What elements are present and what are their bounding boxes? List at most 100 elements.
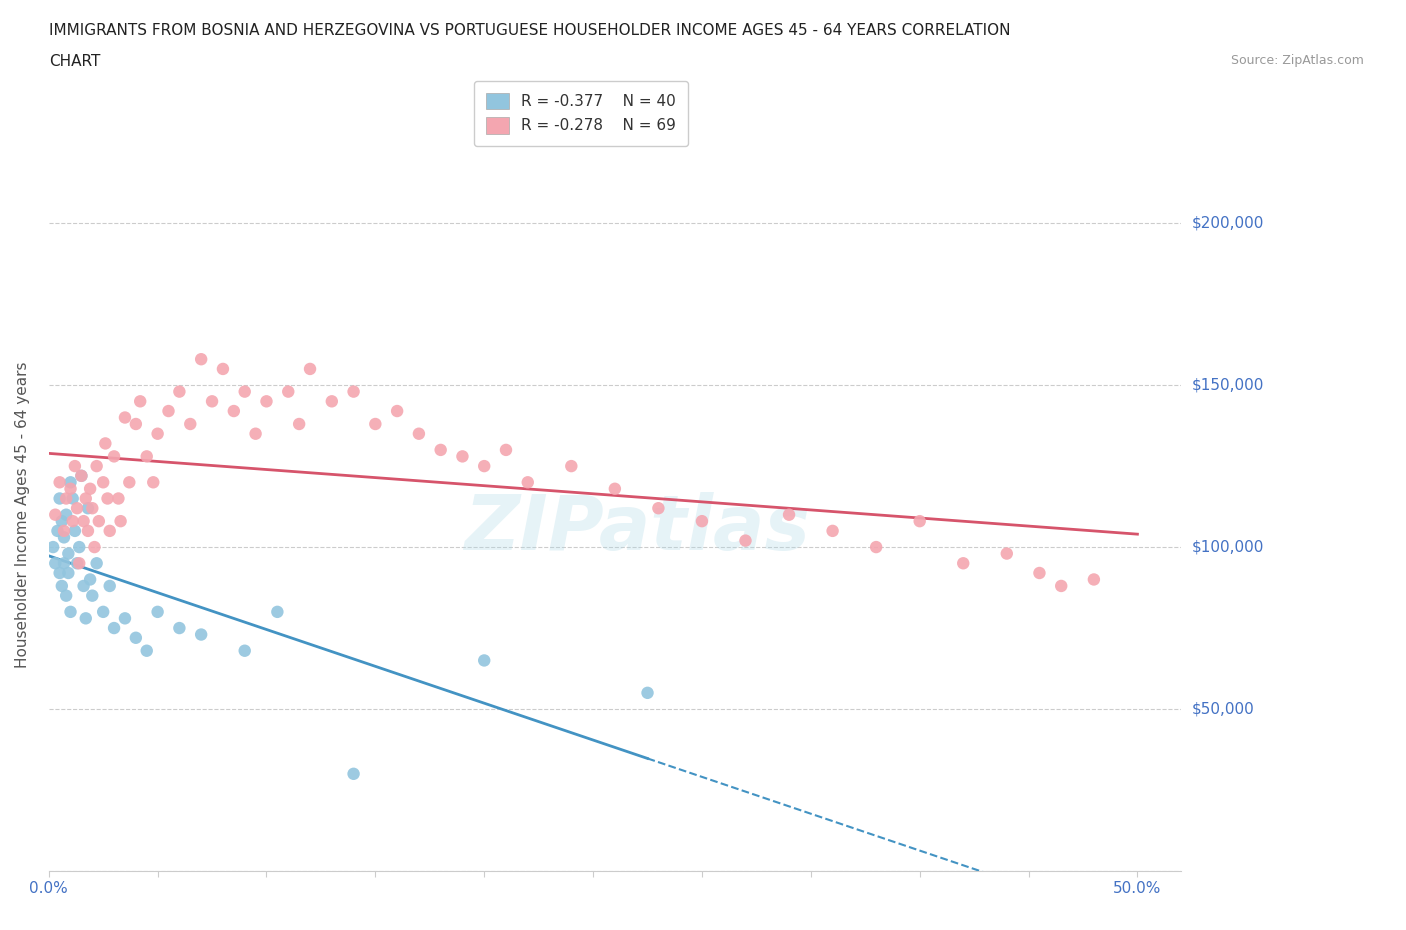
Point [190,627,212,642]
Point [58,565,80,580]
Point [472,458,495,473]
Point [778,507,800,522]
Point [86,458,108,473]
Point [48,475,70,490]
Text: $100,000: $100,000 [1192,539,1264,554]
Point [75,491,97,506]
Point [190,352,212,366]
Text: IMMIGRANTS FROM BOSNIA AND HERZEGOVINA VS PORTUGUESE HOUSEHOLDER INCOME AGES 45 : IMMIGRANTS FROM BOSNIA AND HERZEGOVINA V… [49,23,1011,38]
Point [48,565,70,580]
Point [53,530,76,545]
Point [59,475,82,490]
Point [58,546,80,561]
Point [995,546,1018,561]
Point [63,524,86,538]
Point [146,426,169,441]
Point [321,394,343,409]
Point [98,578,121,593]
Point [79,482,101,497]
Point [70,469,93,484]
Point [516,475,538,490]
Point [42,539,65,554]
Point [277,384,299,399]
Point [67,556,90,571]
Point [1083,572,1105,587]
Text: CHART: CHART [49,54,101,69]
Point [222,404,245,418]
Point [342,766,364,781]
Y-axis label: Householder Income Ages 45 - 64 years: Householder Income Ages 45 - 64 years [15,362,30,668]
Point [103,449,125,464]
Point [82,588,104,603]
Point [77,500,100,515]
Point [77,524,100,538]
Point [96,491,118,506]
Point [72,578,94,593]
Point [79,572,101,587]
Point [342,384,364,399]
Point [72,513,94,528]
Point [142,475,165,490]
Point [46,524,69,538]
Point [429,443,451,458]
Point [495,443,517,458]
Point [48,491,70,506]
Point [86,556,108,571]
Point [118,475,141,490]
Point [44,556,66,571]
Point [87,513,110,528]
Point [135,644,157,658]
Point [201,394,224,409]
Point [67,539,90,554]
Point [603,482,626,497]
Point [98,524,121,538]
Text: Source: ZipAtlas.com: Source: ZipAtlas.com [1230,54,1364,67]
Point [44,507,66,522]
Text: $200,000: $200,000 [1192,216,1264,231]
Point [1028,565,1050,580]
Point [59,604,82,619]
Point [135,449,157,464]
Point [62,513,84,528]
Point [94,436,117,451]
Point [146,604,169,619]
Point [266,604,288,619]
Point [83,539,105,554]
Point [451,449,474,464]
Point [169,620,191,635]
Point [125,631,148,645]
Point [690,513,713,528]
Text: $50,000: $50,000 [1192,701,1254,716]
Point [408,426,430,441]
Point [169,384,191,399]
Point [59,482,82,497]
Point [91,475,114,490]
Point [1050,578,1073,593]
Point [212,362,235,377]
Point [125,417,148,432]
Point [114,410,136,425]
Point [129,394,152,409]
Point [908,513,931,528]
Point [70,469,93,484]
Point [114,611,136,626]
Point [107,491,129,506]
Point [91,604,114,619]
Point [66,500,89,515]
Point [288,417,311,432]
Point [55,491,77,506]
Point [63,458,86,473]
Point [865,539,887,554]
Point [75,611,97,626]
Point [245,426,267,441]
Point [51,513,73,528]
Point [299,362,322,377]
Point [821,524,844,538]
Point [179,417,201,432]
Point [55,588,77,603]
Legend: R = -0.377    N = 40, R = -0.278    N = 69: R = -0.377 N = 40, R = -0.278 N = 69 [474,81,688,146]
Point [647,500,669,515]
Point [82,500,104,515]
Point [385,404,408,418]
Point [110,513,132,528]
